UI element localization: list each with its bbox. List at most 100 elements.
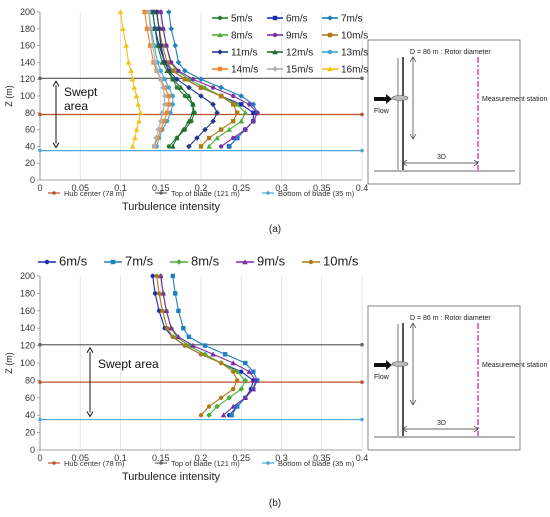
x-tick-label: 0 (37, 183, 42, 193)
hline-marker (360, 417, 364, 422)
legend-marker (308, 259, 314, 265)
y-tick-label: 80 (25, 108, 35, 118)
data-point (158, 9, 163, 15)
data-point (176, 68, 181, 74)
data-point (153, 9, 160, 15)
data-point (190, 101, 196, 107)
hline-legend-marker (52, 461, 56, 465)
data-point (198, 413, 204, 418)
data-point (159, 110, 166, 116)
series-line-16m-s (119, 11, 142, 147)
data-point (250, 101, 257, 108)
x-tick-label: 0.1 (114, 183, 127, 193)
legend-label: 12m/s (286, 48, 313, 59)
data-point (198, 76, 204, 82)
y-tick-label: 20 (25, 428, 35, 438)
diagram-frame (367, 305, 521, 451)
data-point (251, 110, 256, 115)
legend-label: 10m/s (341, 31, 368, 42)
distance-arrowheads (402, 159, 479, 167)
data-point (214, 403, 220, 410)
data-point (125, 59, 132, 65)
data-point (218, 144, 224, 149)
legend-label: 7m/s (341, 14, 363, 25)
legend-label: 14m/s (231, 65, 258, 76)
data-point (158, 68, 163, 74)
x-tick-label: 0.15 (152, 453, 170, 463)
data-point (251, 119, 256, 124)
data-point (222, 352, 228, 357)
data-point (157, 118, 164, 124)
data-point (231, 119, 236, 124)
hline-legend-label: Bottom of blade (35 m) (278, 189, 355, 198)
data-point (229, 413, 234, 418)
data-point (144, 26, 150, 31)
y-tick-label: 20 (25, 158, 35, 168)
data-point (239, 102, 244, 107)
y-tick-label: 180 (20, 24, 35, 34)
data-point (129, 143, 136, 149)
chart-a: 0 0.05 0.1 0.15 0.2 0.25 0.3 0.35 0.4 0 20 40 60 80 10… (4, 7, 368, 235)
y-tick-label: 100 (20, 91, 35, 101)
data-point (231, 369, 236, 374)
data-point (170, 334, 176, 340)
chart-b: 0 0.05 0.1 0.15 0.2 0.25 0.3 0.35 0.4 0 20 40 60 80 10… (4, 254, 368, 510)
data-point (136, 118, 142, 124)
legend-marker (217, 49, 223, 55)
y-tick-label: 120 (20, 341, 35, 351)
x-tick-label: 0 (37, 453, 42, 463)
data-point (154, 68, 161, 74)
hline-legend-marker (52, 191, 56, 195)
legend-label: 9m/s (286, 31, 308, 42)
data-point (231, 93, 236, 99)
swept-area-arrowheads (52, 80, 60, 149)
hline-marker (360, 112, 364, 117)
legend-marker (242, 259, 248, 265)
data-point (218, 127, 224, 132)
legend-marker (327, 15, 333, 21)
series-line-10m-s (156, 275, 238, 416)
legend-marker (272, 15, 278, 21)
data-point (120, 26, 126, 31)
data-point (164, 326, 170, 331)
measurement-station-label: Measurement station (482, 362, 547, 369)
data-point (170, 102, 176, 107)
data-point (206, 143, 212, 149)
data-point (194, 135, 200, 141)
data-point (160, 84, 166, 91)
data-point (182, 93, 188, 99)
data-point (235, 110, 240, 115)
data-point (161, 93, 168, 99)
y-tick-label: 140 (20, 57, 35, 67)
data-point (231, 102, 236, 107)
turbine-nacelle (391, 361, 409, 367)
legend-marker (272, 32, 278, 38)
data-point (218, 360, 224, 366)
legend-label: 9m/s (257, 254, 286, 269)
data-point (159, 59, 166, 65)
data-point (175, 59, 182, 66)
legend-label: 7m/s (125, 254, 154, 269)
data-point (166, 144, 171, 149)
data-point (230, 403, 236, 409)
data-point (160, 308, 165, 313)
data-point (235, 378, 240, 383)
x-tick-label: 0.3 (275, 183, 288, 193)
data-point (157, 273, 164, 279)
x-tick-label: 0.4 (356, 183, 369, 193)
data-point (234, 368, 241, 375)
data-point (247, 102, 252, 107)
measurement-station-label-text: Measurement station (482, 362, 547, 369)
legend-label: 5m/s (231, 14, 253, 25)
series-line-9m-s (160, 275, 257, 416)
data-point (149, 9, 156, 15)
data-point (156, 291, 162, 296)
hline-marker (38, 380, 42, 384)
hline-marker (38, 342, 42, 347)
legend-marker (44, 259, 50, 265)
hline-legend-marker (266, 191, 270, 195)
data-point (243, 360, 248, 366)
data-point (162, 77, 167, 82)
data-point (242, 110, 249, 115)
swept-area-label: Swept area (64, 85, 98, 113)
